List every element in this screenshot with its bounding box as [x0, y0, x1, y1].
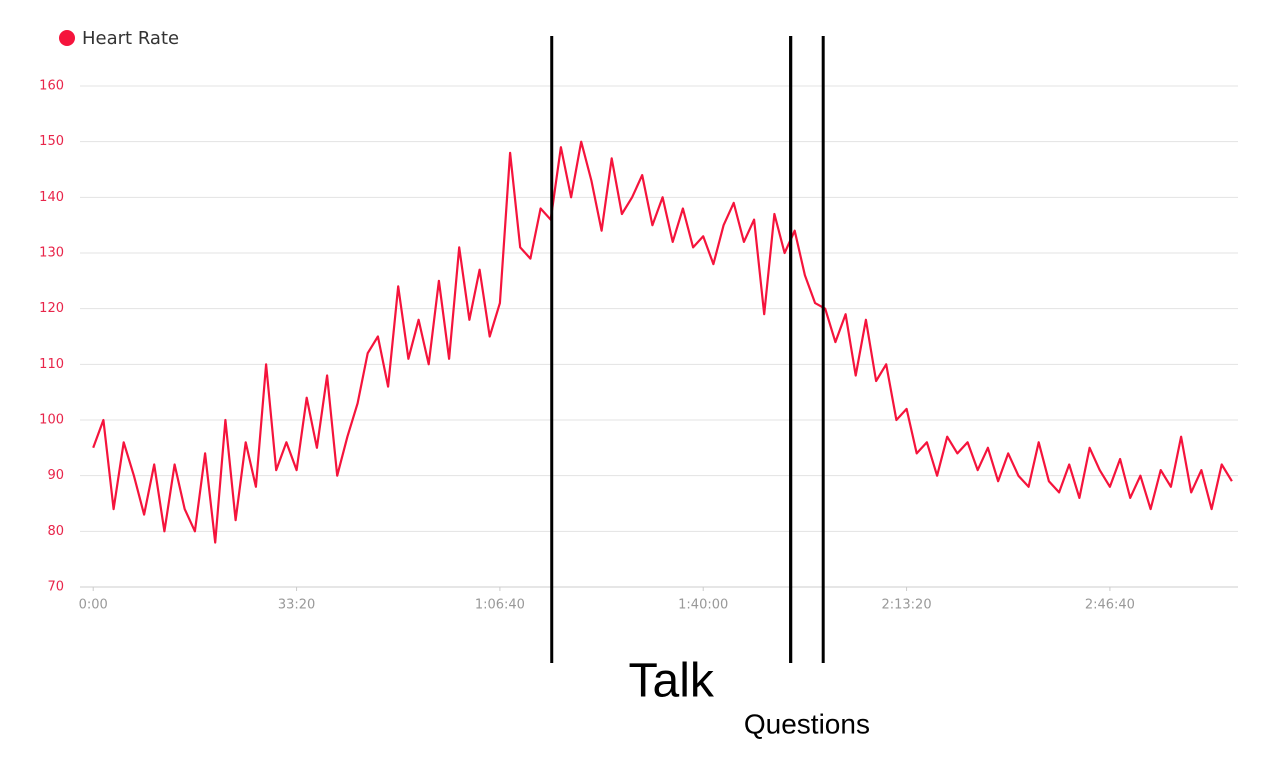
x-tick-label: 2:13:20 [881, 598, 931, 613]
y-tick-label: 160 [39, 79, 64, 94]
y-tick-label: 80 [47, 524, 64, 539]
y-tick-label: 130 [39, 246, 64, 261]
annotation-label: Talk [629, 655, 715, 708]
legend-label: Heart Rate [82, 28, 179, 49]
y-tick-label: 110 [39, 357, 64, 372]
annotation-label: Questions [744, 708, 870, 739]
heart-rate-line [92, 140, 1233, 544]
y-tick-label: 140 [39, 190, 64, 205]
y-tick-label: 70 [47, 580, 64, 595]
x-tick-label: 33:20 [278, 598, 315, 613]
x-tick-label: 1:06:40 [475, 598, 525, 613]
y-tick-label: 120 [39, 301, 64, 316]
y-tick-label: 90 [47, 468, 64, 483]
y-tick-label: 100 [39, 413, 64, 428]
x-tick-label: 0:00 [79, 598, 108, 613]
x-tick-label: 2:46:40 [1085, 598, 1135, 613]
legend-swatch [59, 30, 75, 46]
y-tick-label: 150 [39, 134, 64, 149]
x-tick-label: 1:40:00 [678, 598, 728, 613]
